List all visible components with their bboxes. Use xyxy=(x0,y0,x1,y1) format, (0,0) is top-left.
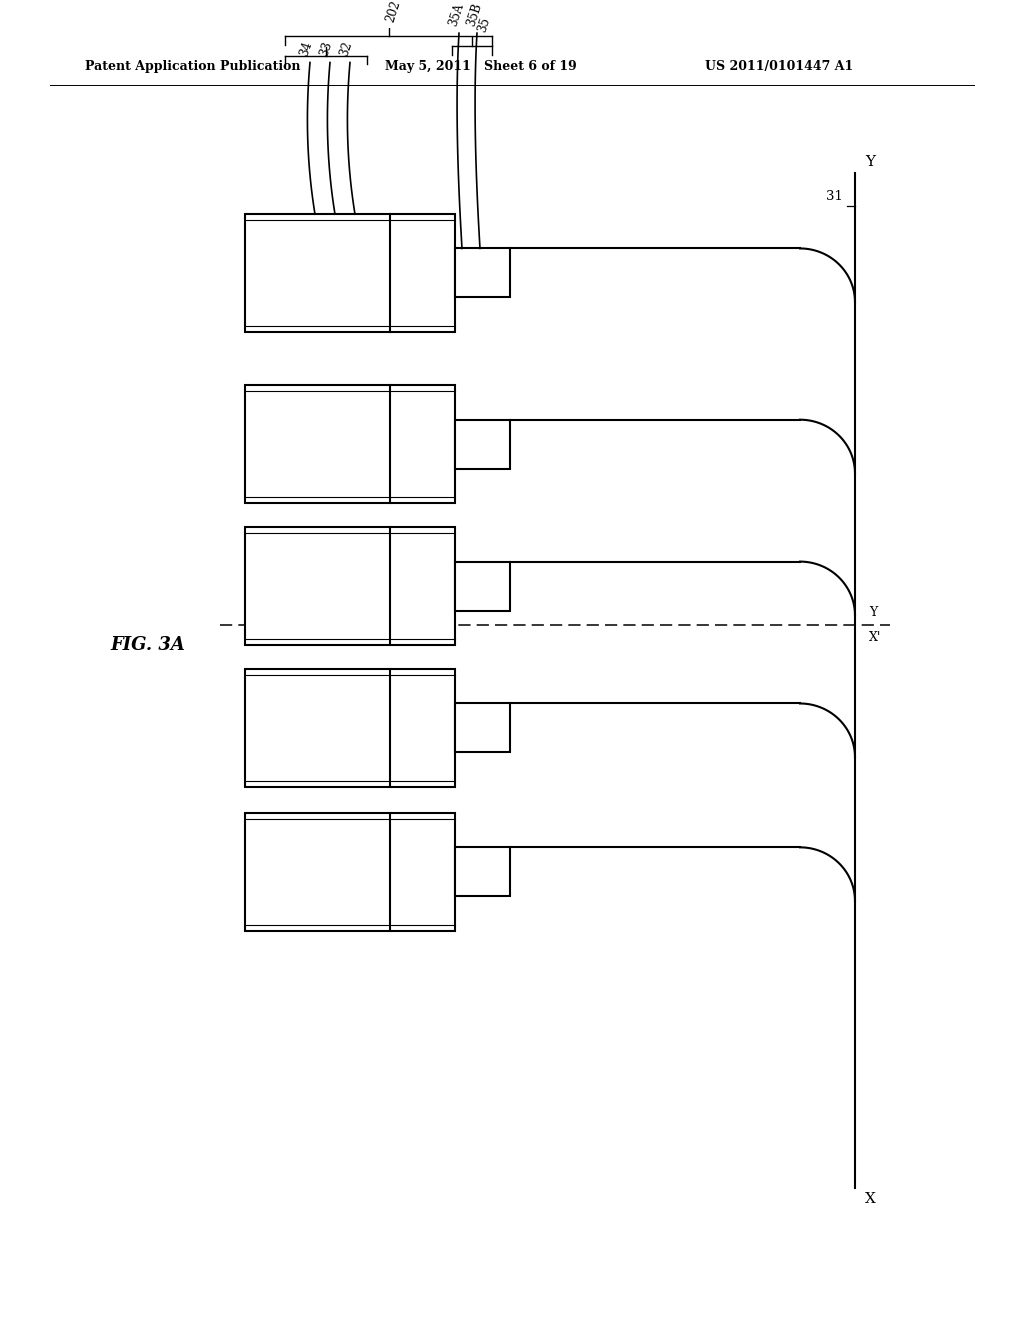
Bar xyxy=(455,248,510,297)
Text: Patent Application Publication: Patent Application Publication xyxy=(85,59,300,73)
Bar xyxy=(245,214,455,331)
Bar xyxy=(245,528,455,644)
Text: US 2011/0101447 A1: US 2011/0101447 A1 xyxy=(705,59,853,73)
Text: Y: Y xyxy=(869,606,878,619)
Text: 32: 32 xyxy=(338,40,354,58)
Bar xyxy=(455,561,510,611)
Text: 35: 35 xyxy=(475,16,493,34)
Text: May 5, 2011   Sheet 6 of 19: May 5, 2011 Sheet 6 of 19 xyxy=(385,59,577,73)
Text: FIG. 3A: FIG. 3A xyxy=(110,636,185,653)
Bar xyxy=(245,669,455,787)
Text: 33: 33 xyxy=(317,40,335,58)
Text: Y: Y xyxy=(865,156,874,169)
Bar xyxy=(455,420,510,469)
Bar xyxy=(245,385,455,503)
Text: X': X' xyxy=(869,631,882,644)
Text: 202: 202 xyxy=(384,0,403,24)
Bar xyxy=(245,813,455,931)
Text: 31: 31 xyxy=(826,190,843,203)
Bar xyxy=(455,704,510,752)
Bar xyxy=(455,847,510,896)
Text: 35A: 35A xyxy=(446,1,466,28)
Text: 35B: 35B xyxy=(464,1,484,28)
Text: X: X xyxy=(865,1192,876,1205)
Text: 34: 34 xyxy=(298,40,314,58)
